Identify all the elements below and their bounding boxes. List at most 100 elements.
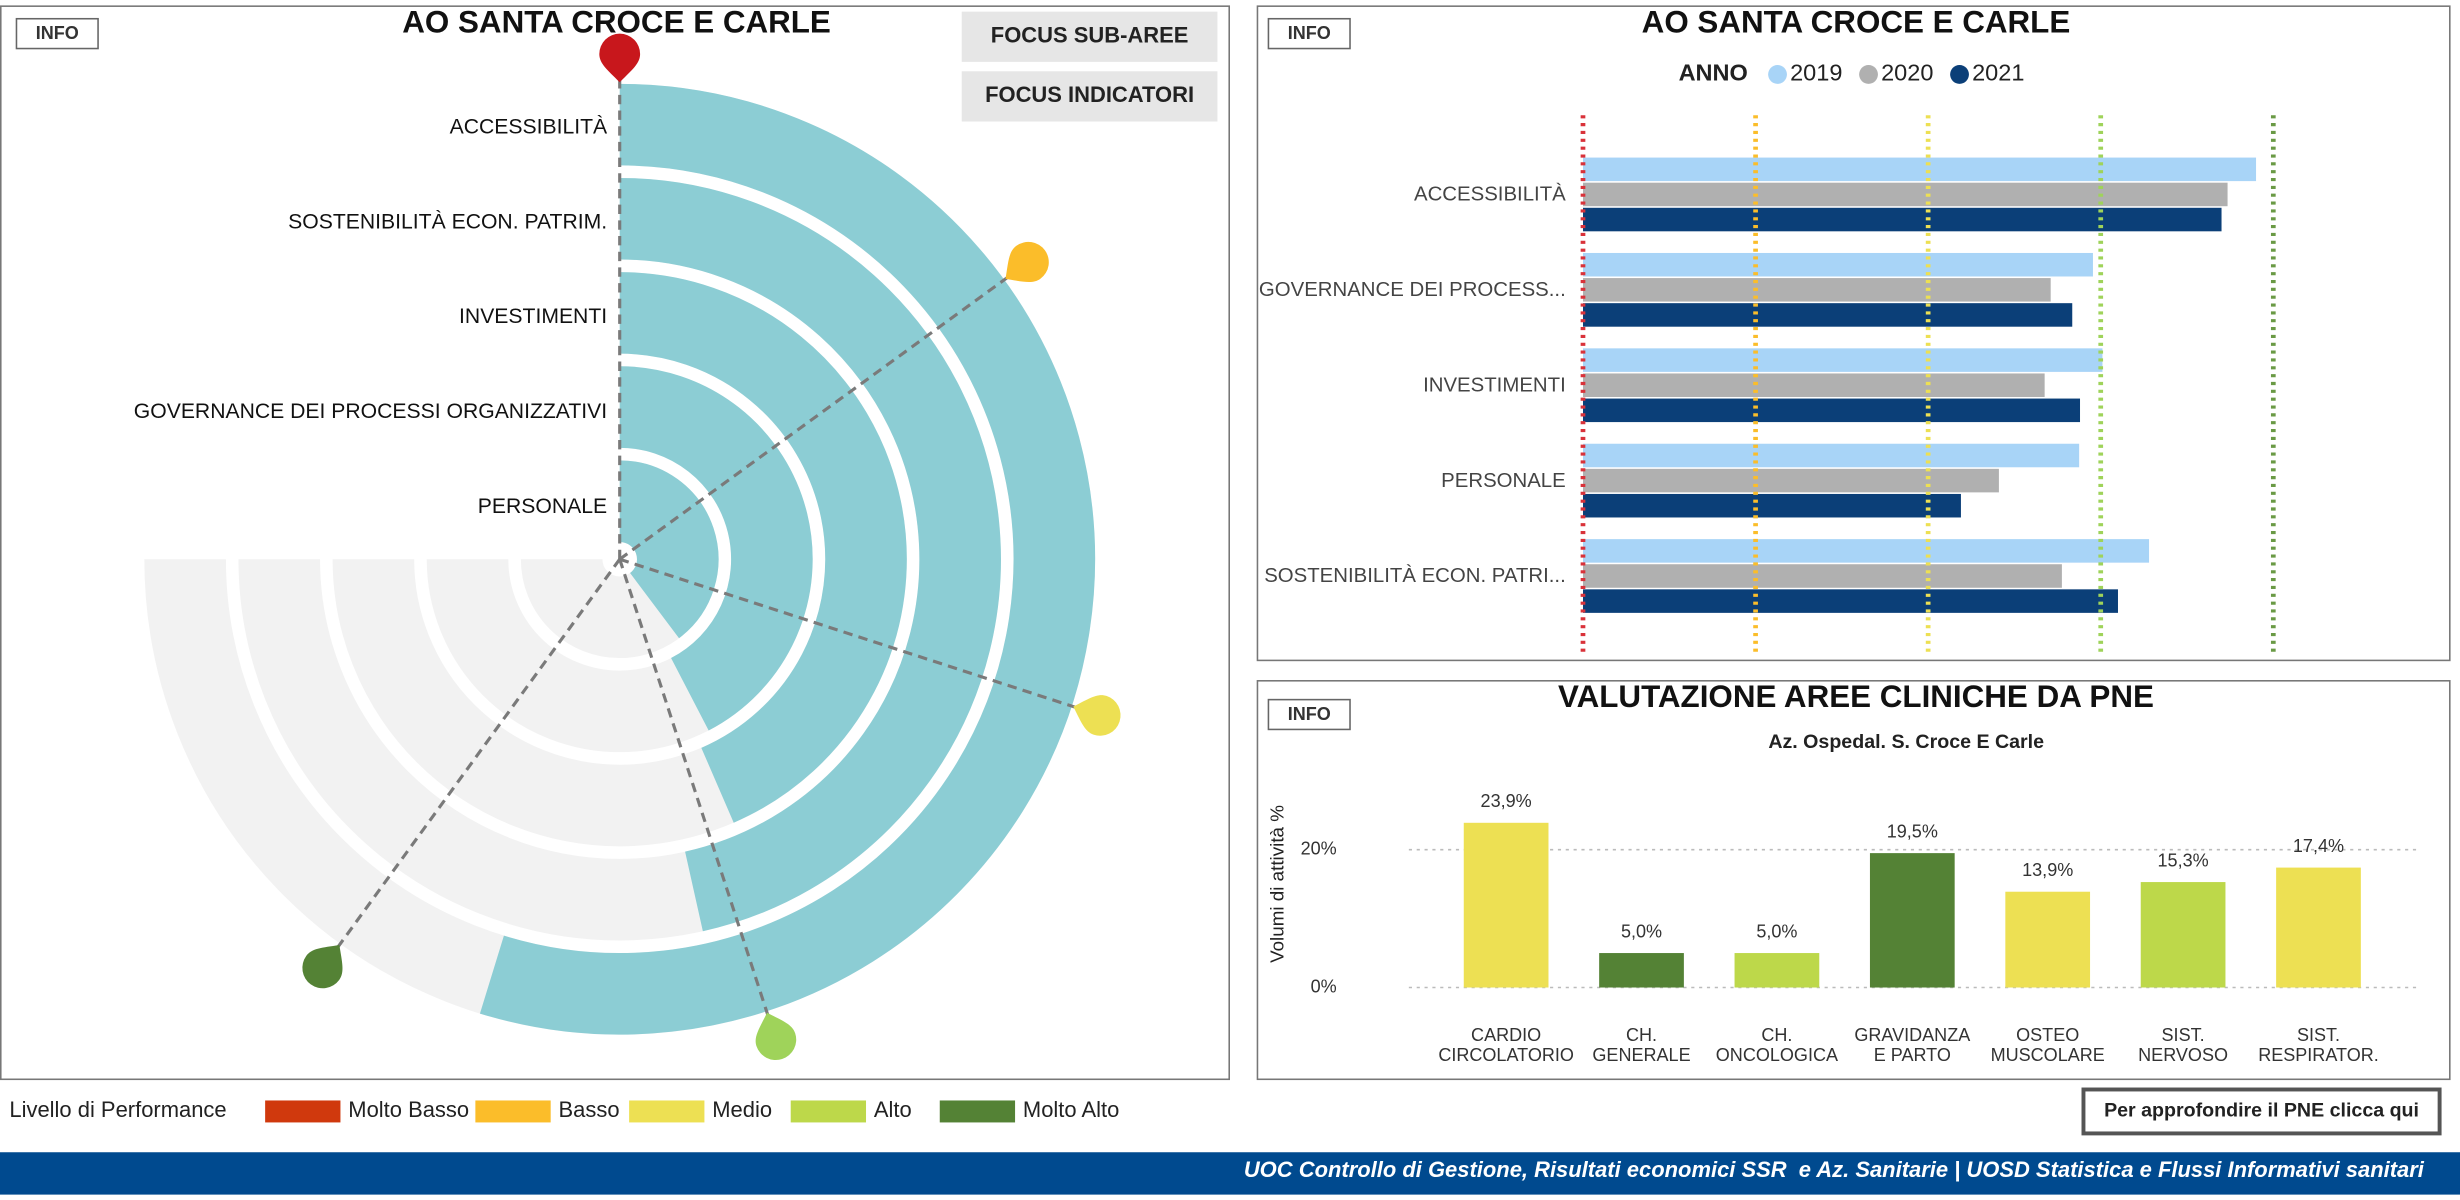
category-label: INVESTIMENTI: [1423, 374, 1566, 396]
bar: [1582, 303, 2073, 327]
focus-button-label[interactable]: FOCUS SUB-AREE: [991, 23, 1189, 48]
legend-swatch: [265, 1100, 341, 1123]
x-tick-label: CH. GENERALE: [1592, 1025, 1690, 1065]
category-label: PERSONALE: [1441, 470, 1566, 492]
footer-bar: [0, 1152, 2460, 1195]
x-tick-label: CARDIO CIRCOLATORIO: [1438, 1025, 1574, 1065]
bar: [2140, 882, 2226, 988]
x-tick-label: CH. ONCOLOGICA: [1716, 1025, 1838, 1065]
radial-bar: [618, 366, 813, 731]
legend-swatch: [1950, 65, 1969, 84]
threshold-line: [325, 558, 621, 964]
y-tick-label: 0%: [1311, 976, 1337, 996]
threshold-marker: [302, 945, 343, 989]
y-tick-label: 20%: [1301, 838, 1337, 858]
bar: [1582, 373, 2045, 397]
bar: [1582, 564, 2062, 588]
radial-bar: [479, 83, 1096, 1035]
value-label: 23,9%: [1481, 791, 1532, 811]
threshold-marker: [1005, 241, 1049, 282]
category-label: SOSTENIBILITÀ ECON. PATRI...: [1264, 564, 1566, 587]
bar: [1582, 443, 2080, 468]
bar: [1869, 853, 1955, 988]
bar: [1734, 953, 1820, 988]
x-tick-label: GRAVIDANZA E PARTO: [1854, 1025, 1970, 1065]
bar: [1582, 468, 1999, 493]
pne-link-button[interactable]: [2081, 1087, 2442, 1136]
radial-bar: [619, 272, 907, 823]
bar: [1582, 493, 1961, 518]
bar: [1463, 822, 1549, 988]
threshold-line: [619, 557, 1095, 715]
focus-button-label[interactable]: FOCUS INDICATORI: [985, 82, 1194, 107]
threshold-marker: [599, 33, 641, 83]
legend-swatch: [939, 1100, 1016, 1123]
bar: [1582, 278, 2051, 302]
legend-swatch: [629, 1100, 705, 1123]
info-label[interactable]: INFO: [1288, 704, 1331, 724]
legend-label: 2019: [1790, 60, 1842, 86]
footer-text: UOC Controllo di Gestione, Risultati eco…: [1244, 1157, 2425, 1182]
right-bottom-panel: [1256, 680, 2451, 1081]
value-label: 19,5%: [1887, 821, 1938, 841]
info-button[interactable]: [1267, 698, 1351, 731]
legend-swatch: [790, 1100, 867, 1123]
threshold-line: [618, 264, 1025, 561]
category-label: GOVERNANCE DEI PROCESS...: [1259, 279, 1566, 301]
radial-bar: [617, 460, 719, 639]
pne-link-label[interactable]: Per approfondire il PNE clicca qui: [2104, 1100, 2419, 1122]
value-label: 5,0%: [1756, 921, 1797, 941]
legend-label: Basso: [559, 1097, 620, 1122]
category-label: GOVERNANCE DEI PROCESSI ORGANIZZATIVI: [134, 400, 607, 423]
bar: [1582, 398, 2081, 423]
bar: [1582, 182, 2228, 207]
info-label[interactable]: INFO: [36, 23, 79, 43]
category-label: ACCESSIBILITÀ: [450, 113, 608, 138]
legend-swatch: [1768, 65, 1787, 84]
info-button[interactable]: [1267, 17, 1351, 50]
bar: [1582, 207, 2222, 232]
legend-title: Livello di Performance: [9, 1097, 226, 1122]
x-tick-label: SIST. NERVOSO: [2138, 1025, 2228, 1065]
category-label: SOSTENIBILITÀ ECON. PATRIM.: [288, 208, 607, 233]
legend-label: 2021: [1972, 60, 2024, 86]
value-label: 17,4%: [2293, 836, 2344, 856]
value-label: 5,0%: [1621, 921, 1662, 941]
bar: [1582, 252, 2093, 277]
category-label: ACCESSIBILITÀ: [1414, 183, 1566, 206]
bar: [2276, 867, 2361, 988]
x-tick-label: SIST. RESPIRATOR.: [2258, 1025, 2379, 1065]
chart-title: VALUTAZIONE AREE CLINICHE DA PNE: [1558, 679, 2154, 714]
legend-swatch: [1859, 65, 1878, 84]
legend-label: 2020: [1881, 60, 1933, 86]
chart-title: AO SANTA CROCE E CARLE: [402, 5, 831, 40]
legend-title: ANNO: [1679, 60, 1748, 86]
bar: [1582, 539, 2150, 563]
y-axis-label: Volumi di attività %: [1267, 805, 1288, 963]
legend-label: Medio: [712, 1097, 772, 1122]
legend-label: Alto: [874, 1097, 912, 1122]
bar: [1599, 953, 1684, 988]
chart-title: AO SANTA CROCE E CARLE: [1642, 5, 2071, 40]
chart-subtitle: Az. Ospedal. S. Croce E Carle: [1768, 731, 2044, 753]
category-label: PERSONALE: [478, 495, 607, 518]
radial-bar: [619, 177, 1001, 932]
value-label: 15,3%: [2158, 850, 2209, 870]
threshold-marker: [1073, 695, 1121, 736]
x-tick-label: OSTEO MUSCOLARE: [1991, 1025, 2105, 1065]
bar: [1582, 157, 2257, 182]
bar: [1582, 348, 2103, 372]
value-label: 13,9%: [2022, 860, 2073, 880]
focus-button[interactable]: [961, 71, 1218, 122]
bar: [2005, 891, 2091, 988]
legend-label: Molto Basso: [348, 1097, 469, 1122]
focus-button[interactable]: [961, 11, 1218, 62]
bar: [1582, 589, 2118, 613]
legend-swatch: [475, 1100, 551, 1123]
info-button[interactable]: [15, 17, 99, 50]
info-label[interactable]: INFO: [1288, 23, 1331, 43]
threshold-marker: [755, 1012, 797, 1061]
threshold-line: [618, 558, 776, 1035]
